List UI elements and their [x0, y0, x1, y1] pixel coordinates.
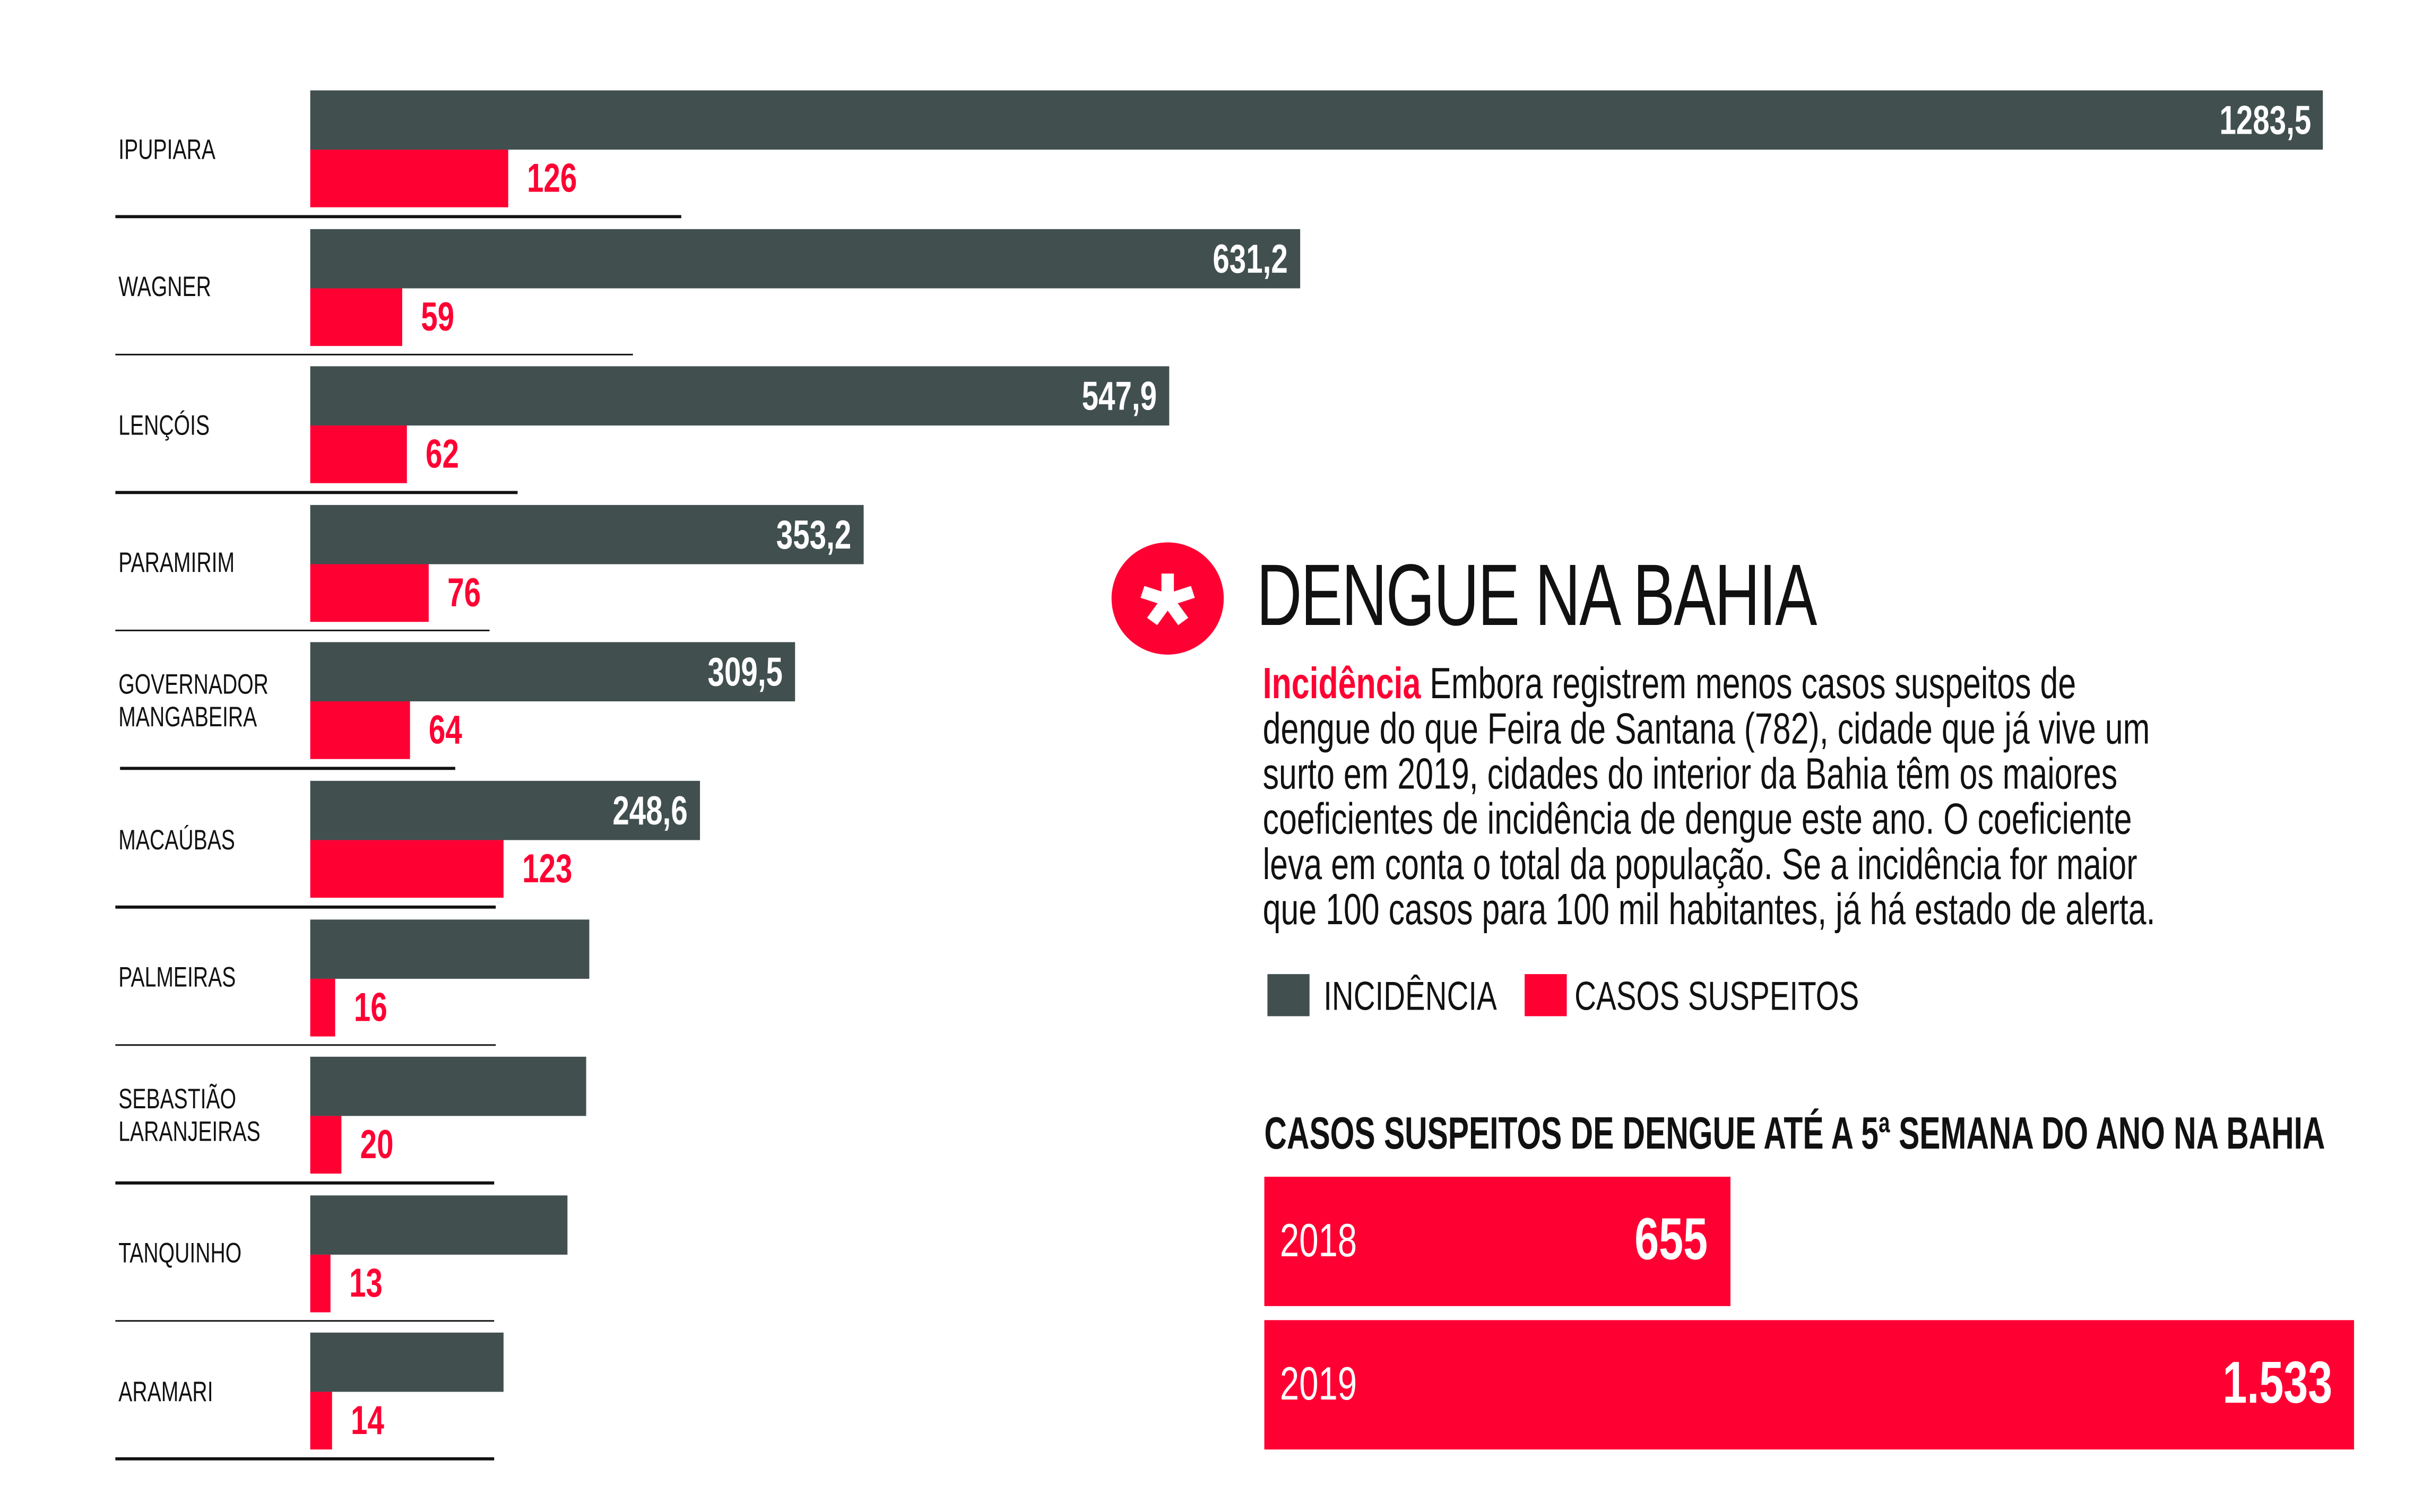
intro-lead: Incidência	[1262, 659, 1421, 708]
bar-incidencia	[310, 919, 590, 978]
intro-line: Embora registrem menos casos suspeitos d…	[1430, 659, 2076, 708]
row-divider	[120, 767, 455, 770]
year-value: 1.533	[2222, 1351, 2333, 1417]
legend-label-casos: CASOS SUSPEITOS	[1574, 972, 1859, 1020]
row-divider	[115, 1181, 495, 1184]
category-label: PALMEIRAS	[118, 961, 236, 993]
legend-label-incidencia: INCIDÊNCIA	[1323, 972, 1497, 1020]
bar-casos-suspeitos	[310, 563, 430, 622]
page-title: DENGUE NA BAHIA	[1257, 545, 2033, 645]
bar-incidencia	[310, 90, 2323, 150]
data-label-incidencia: 309,5	[708, 649, 783, 696]
row-divider	[115, 491, 518, 494]
data-label-casos: 62	[426, 430, 460, 477]
row-divider	[115, 1319, 495, 1323]
legend-swatch-casos	[1525, 974, 1567, 1016]
bar-casos-suspeitos	[310, 1116, 342, 1174]
bar-incidencia	[310, 780, 700, 840]
bar-incidencia	[310, 228, 1301, 288]
bar-casos-suspeitos	[310, 1392, 332, 1450]
data-label-incidencia: 353,2	[776, 511, 852, 558]
bar-incidencia	[310, 642, 796, 702]
data-label-casos: 126	[526, 154, 577, 201]
category-label: ARAMARI	[118, 1376, 213, 1407]
bar-casos-suspeitos	[310, 425, 408, 484]
year-value: 655	[1635, 1207, 1708, 1274]
data-label-incidencia: 547,9	[1081, 372, 1157, 420]
category-label: MACAÚBAS	[118, 823, 235, 855]
category-label: PARAMIRIM	[118, 548, 235, 579]
category-label: LENÇÓIS	[118, 409, 210, 441]
intro-line: dengue do que Feira de Santana (782), ci…	[1262, 704, 2150, 753]
bar-year	[1264, 1320, 2355, 1450]
intro-paragraph: Incidência Embora registrem menos casos …	[1263, 661, 2432, 932]
row-divider	[115, 629, 490, 632]
bar-casos-suspeitos	[310, 288, 403, 345]
row-divider	[115, 1457, 495, 1461]
data-label-casos: 76	[448, 568, 482, 615]
data-label-casos: 123	[522, 845, 572, 892]
title-text: DENGUE NA BAHIA	[1256, 545, 1817, 644]
intro-line: que 100 casos para 100 mil habitantes, j…	[1262, 885, 2156, 934]
year-label: 2019	[1279, 1359, 1357, 1411]
bar-casos-suspeitos	[310, 840, 504, 898]
row-divider	[115, 905, 496, 908]
row-divider	[115, 353, 633, 356]
bar-casos-suspeitos	[310, 1254, 331, 1313]
row-divider	[115, 1044, 496, 1046]
legend-swatch-incidencia	[1267, 974, 1310, 1016]
yearly-chart-title: CASOS SUSPEITOS DE DENGUE ATÉ A 5ª SEMAN…	[1264, 1109, 2325, 1160]
category-label: GOVERNADOR MANGABEIRA	[118, 669, 269, 733]
intro-line: coeficientes de incidência de dengue est…	[1262, 795, 2132, 844]
bar-incidencia	[310, 366, 1170, 426]
data-label-incidencia: 631,2	[1213, 234, 1288, 282]
category-label: TANQUINHO	[118, 1238, 242, 1270]
intro-line: leva em conta o total da população. Se a…	[1262, 840, 2137, 889]
data-label-casos: 59	[421, 292, 455, 340]
bar-year	[1264, 1177, 1730, 1306]
bar-incidencia	[310, 505, 864, 564]
data-label-casos: 16	[354, 983, 388, 1030]
data-label-casos: 14	[351, 1397, 385, 1444]
row-divider	[115, 215, 681, 218]
category-label: WAGNER	[118, 271, 211, 303]
data-label-incidencia: 248,6	[612, 787, 688, 834]
bar-casos-suspeitos	[310, 702, 411, 760]
year-label: 2018	[1279, 1215, 1357, 1267]
data-label-casos: 20	[360, 1120, 394, 1168]
bar-incidencia	[310, 1195, 568, 1255]
bar-incidencia	[310, 1057, 586, 1117]
bar-casos-suspeitos	[310, 150, 508, 207]
bar-incidencia	[310, 1333, 504, 1393]
data-label-casos: 13	[349, 1259, 383, 1306]
bar-casos-suspeitos	[310, 978, 335, 1036]
intro-line: surto em 2019, cidades do interior da Ba…	[1262, 750, 2118, 798]
category-label: IPUPIARA	[118, 133, 215, 164]
asterisk-icon	[1111, 542, 1224, 655]
data-label-casos: 64	[429, 706, 463, 754]
category-label: SEBASTIÃO LARANJEIRAS	[118, 1083, 261, 1148]
data-label-incidencia: 1283,5	[2219, 97, 2311, 144]
